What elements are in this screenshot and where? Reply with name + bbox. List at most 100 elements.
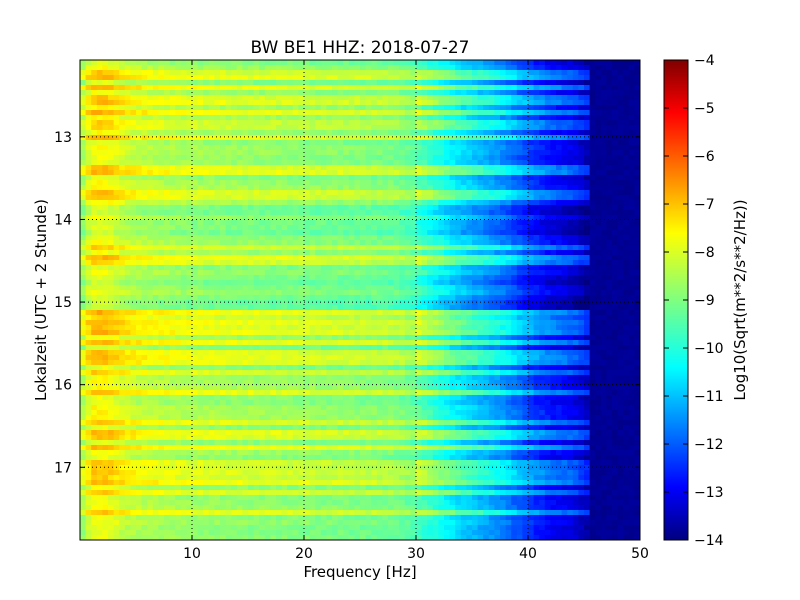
heatmap-cell — [91, 250, 98, 256]
heatmap-cell — [365, 65, 372, 71]
heatmap-cell — [494, 135, 501, 141]
heatmap-cell — [343, 165, 350, 171]
heatmap-cell — [214, 215, 221, 221]
heatmap-cell — [393, 295, 400, 301]
heatmap-cell — [119, 275, 126, 281]
heatmap-cell — [438, 65, 445, 71]
heatmap-cell — [348, 220, 355, 226]
heatmap-cell — [108, 210, 115, 216]
heatmap-cell — [528, 285, 535, 291]
heatmap-cell — [404, 165, 411, 171]
heatmap-cell — [208, 305, 215, 311]
heatmap-cell — [348, 255, 355, 261]
heatmap-cell — [124, 125, 131, 131]
heatmap-cell — [393, 170, 400, 176]
heatmap-cell — [544, 250, 551, 256]
heatmap-cell — [455, 220, 462, 226]
heatmap-cell — [343, 235, 350, 241]
heatmap-cell — [326, 180, 333, 186]
heatmap-cell — [365, 125, 372, 131]
heatmap-cell — [281, 250, 288, 256]
heatmap-cell — [634, 130, 640, 136]
heatmap-cell — [606, 140, 613, 146]
heatmap-cell — [220, 140, 227, 146]
heatmap-cell — [119, 175, 126, 181]
heatmap-cell — [438, 145, 445, 151]
heatmap-cell — [505, 120, 512, 126]
heatmap-cell — [589, 85, 596, 91]
heatmap-cell — [634, 70, 640, 76]
heatmap-cell — [169, 240, 176, 246]
heatmap-cell — [556, 245, 563, 251]
heatmap-cell — [164, 90, 171, 96]
heatmap-cell — [572, 265, 579, 271]
heatmap-cell — [141, 130, 148, 136]
heatmap-cell — [236, 280, 243, 286]
heatmap-cell — [634, 240, 640, 246]
heatmap-cell — [276, 285, 283, 291]
heatmap-cell — [192, 70, 199, 76]
heatmap-cell — [360, 180, 367, 186]
heatmap-cell — [477, 270, 484, 276]
heatmap-cell — [248, 100, 255, 106]
heatmap-cell — [287, 255, 294, 261]
heatmap-cell — [511, 110, 518, 116]
heatmap-cell — [544, 145, 551, 151]
heatmap-cell — [544, 130, 551, 136]
heatmap-cell — [102, 130, 109, 136]
heatmap-cell — [298, 215, 305, 221]
heatmap-cell — [584, 200, 591, 206]
heatmap-cell — [572, 270, 579, 276]
heatmap-cell — [544, 290, 551, 296]
heatmap-cell — [119, 100, 126, 106]
heatmap-cell — [96, 240, 103, 246]
heatmap-cell — [192, 215, 199, 221]
heatmap-cell — [567, 150, 574, 156]
heatmap-cell — [595, 125, 602, 131]
heatmap-cell — [337, 120, 344, 126]
heatmap-cell — [600, 305, 607, 311]
heatmap-cell — [371, 100, 378, 106]
heatmap-cell — [124, 260, 131, 266]
heatmap-cell — [528, 185, 535, 191]
heatmap-cell — [315, 165, 322, 171]
heatmap-cell — [270, 245, 277, 251]
heatmap-cell — [505, 265, 512, 271]
heatmap-cell — [108, 280, 115, 286]
heatmap-cell — [220, 65, 227, 71]
heatmap-cell — [136, 210, 143, 216]
heatmap-cell — [186, 165, 193, 171]
heatmap-cell — [259, 100, 266, 106]
heatmap-cell — [376, 150, 383, 156]
heatmap-cell — [623, 75, 630, 81]
heatmap-cell — [561, 145, 568, 151]
heatmap-cell — [483, 185, 490, 191]
heatmap-cell — [634, 95, 640, 101]
heatmap-cell — [180, 75, 187, 81]
heatmap-cell — [192, 265, 199, 271]
heatmap-cell — [164, 255, 171, 261]
heatmap-cell — [96, 305, 103, 311]
heatmap-cell — [404, 105, 411, 111]
heatmap-cell — [130, 85, 137, 91]
heatmap-cell — [152, 155, 159, 161]
heatmap-cell — [242, 295, 249, 301]
heatmap-cell — [197, 170, 204, 176]
heatmap-cell — [578, 200, 585, 206]
heatmap-cell — [550, 80, 557, 86]
heatmap-cell — [360, 255, 367, 261]
heatmap-cell — [449, 230, 456, 236]
heatmap-cell — [208, 280, 215, 286]
heatmap-cell — [600, 80, 607, 86]
heatmap-cell — [449, 225, 456, 231]
heatmap-cell — [416, 90, 423, 96]
heatmap-cell — [152, 290, 159, 296]
heatmap-cell — [203, 200, 210, 206]
heatmap-cell — [337, 265, 344, 271]
heatmap-cell — [360, 200, 367, 206]
heatmap-cell — [421, 140, 428, 146]
heatmap-cell — [528, 275, 535, 281]
heatmap-cell — [298, 120, 305, 126]
heatmap-cell — [208, 65, 215, 71]
heatmap-cell — [96, 280, 103, 286]
